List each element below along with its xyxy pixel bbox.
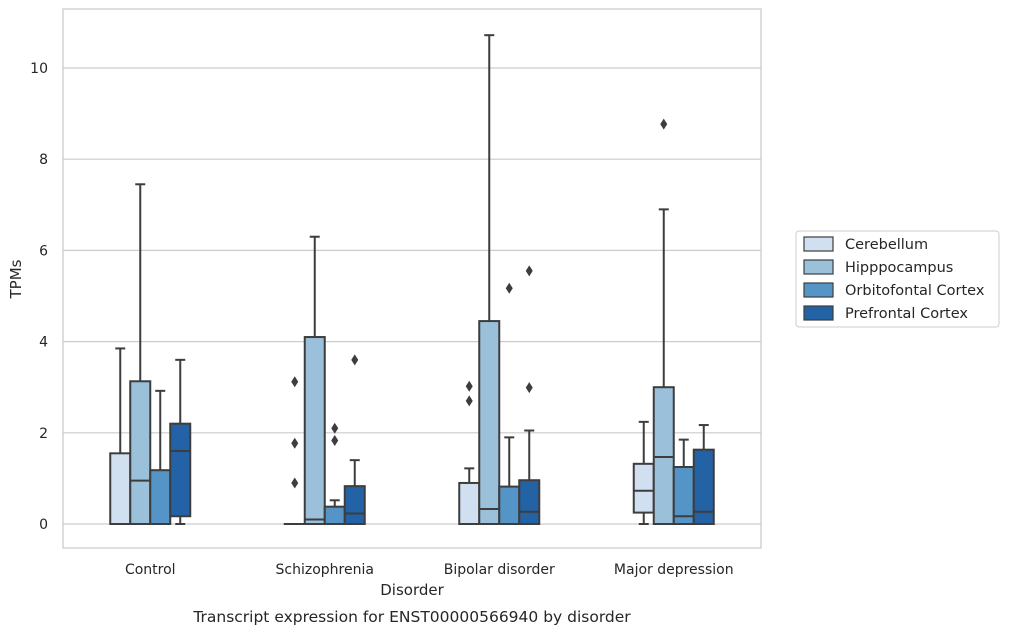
box-body — [652, 386, 675, 526]
box-0-3 — [632, 420, 655, 525]
outlier-point-0 — [505, 282, 513, 294]
y-tick-label-4: 4 — [39, 335, 48, 351]
x-tick-label-1: Schizophrenia — [276, 562, 374, 578]
box-body — [129, 380, 152, 525]
y-tick-label-2: 2 — [39, 426, 48, 442]
box-body — [323, 505, 346, 525]
box-2-1 — [323, 422, 346, 525]
legend-label-0: Cerebellum — [845, 237, 928, 253]
legend: Cerebellum Hipppocampus Orbitofontal Corte… — [795, 230, 1000, 328]
box-body — [518, 479, 541, 525]
box-0-1 — [283, 376, 306, 526]
box-body — [478, 320, 501, 525]
legend-swatch-0 — [803, 236, 834, 252]
legend-label-1: Hipppocampus — [845, 260, 953, 276]
box-body — [632, 462, 655, 514]
box-3-3 — [692, 424, 715, 525]
plot-layer — [109, 34, 715, 526]
x-tick-label-2: Bipolar disorder — [444, 562, 555, 578]
outlier-point-1 — [331, 422, 339, 434]
x-tick-label-0: Control — [125, 562, 176, 578]
box-2-3 — [672, 438, 695, 525]
y-axis-label: TPMs — [7, 259, 25, 299]
outlier-point-0 — [291, 477, 299, 489]
legend-items: Cerebellum Hipppocampus Orbitofontal Corte… — [803, 236, 985, 322]
box-3-2 — [518, 265, 541, 525]
box-body — [692, 448, 715, 525]
outlier-point-1 — [291, 437, 299, 449]
outlier-point-0 — [351, 354, 359, 366]
x-tick-label-3: Major depression — [614, 562, 734, 578]
outlier-point-0 — [465, 395, 473, 407]
box-1-3 — [652, 118, 675, 526]
outlier-point-2 — [291, 376, 299, 388]
box-3-0 — [169, 358, 192, 525]
box-body — [458, 481, 481, 525]
outlier-point-1 — [525, 265, 533, 277]
box-body — [149, 469, 172, 525]
box-2-2 — [498, 282, 521, 525]
outlier-point-0 — [525, 382, 533, 394]
plot-frame — [62, 8, 762, 549]
box-3-1 — [343, 354, 366, 526]
box-0-2 — [458, 380, 481, 525]
box-body — [343, 485, 366, 526]
box-2-0 — [149, 389, 172, 525]
y-tick-label-10: 10 — [30, 61, 48, 77]
x-axis-label: Disorder — [380, 581, 444, 599]
y-tick-label-0: 0 — [39, 517, 48, 533]
legend-swatch-3 — [803, 305, 834, 321]
chart-caption: Transcript expression for ENST0000056694… — [192, 608, 631, 626]
y-tick-label-8: 8 — [39, 152, 48, 168]
box-1-2 — [478, 34, 501, 525]
outlier-point-1 — [465, 380, 473, 392]
box-1-0 — [129, 183, 152, 525]
box-body — [303, 336, 326, 526]
outlier-point-0 — [331, 435, 339, 447]
box-1-1 — [303, 235, 326, 526]
x-tick-labels: Control Schizophrenia Bipolar disorder Majo… — [125, 562, 734, 578]
box-body — [109, 452, 132, 526]
outlier-point-0 — [660, 118, 668, 130]
box-body — [498, 485, 521, 525]
box-body — [169, 422, 192, 518]
legend-swatch-1 — [803, 259, 834, 275]
legend-label-2: Orbitofontal Cortex — [845, 283, 985, 299]
legend-swatch-2 — [803, 282, 834, 298]
legend-label-3: Prefrontal Cortex — [845, 306, 968, 322]
y-tick-labels: 0 2 4 6 8 10 — [30, 61, 48, 533]
legend-frame — [795, 230, 1000, 328]
box-0-0 — [109, 347, 132, 526]
y-tick-label-6: 6 — [39, 243, 48, 259]
